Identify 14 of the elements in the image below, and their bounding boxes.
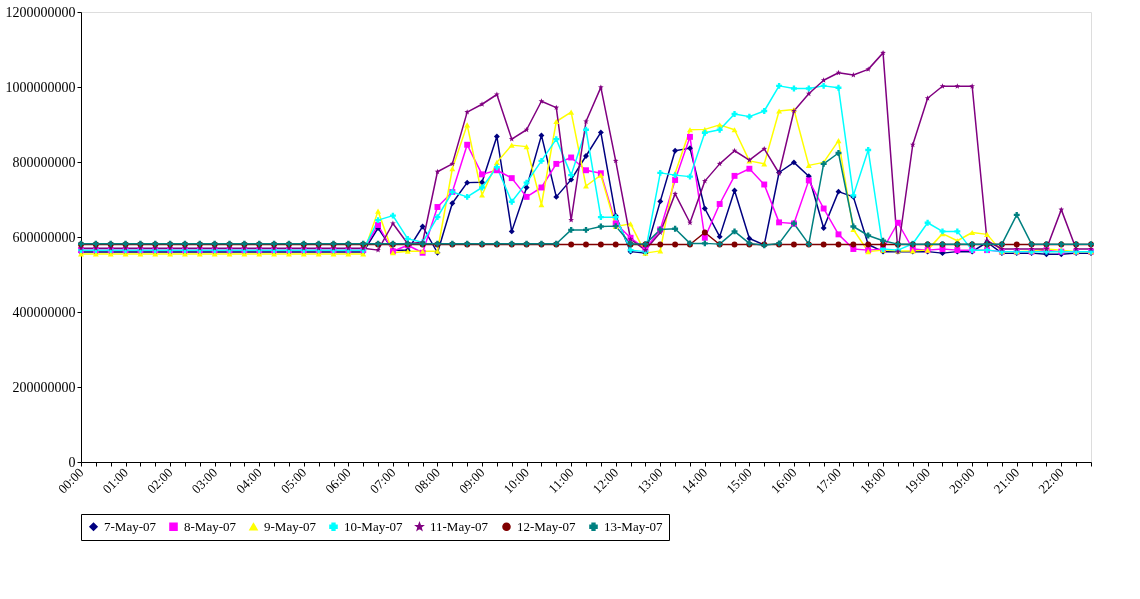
y-tick-label: 600000000 [12, 229, 76, 245]
legend-label: 7-May-07 [104, 518, 157, 534]
y-tick-label: 400000000 [12, 304, 76, 320]
y-tick-label: 200000000 [12, 379, 76, 395]
y-tick-label: 0 [68, 454, 76, 470]
legend-label: 8-May-07 [184, 518, 237, 534]
legend-label: 11-May-07 [430, 518, 489, 534]
legend-label: 13-May-07 [604, 518, 663, 534]
legend-label: 12-May-07 [517, 518, 576, 534]
y-tick-label: 800000000 [12, 154, 76, 170]
y-tick-label: 1200000000 [5, 4, 76, 20]
legend-label: 9-May-07 [264, 518, 317, 534]
y-tick-label: 1000000000 [5, 79, 76, 95]
legend-label: 10-May-07 [344, 518, 403, 534]
